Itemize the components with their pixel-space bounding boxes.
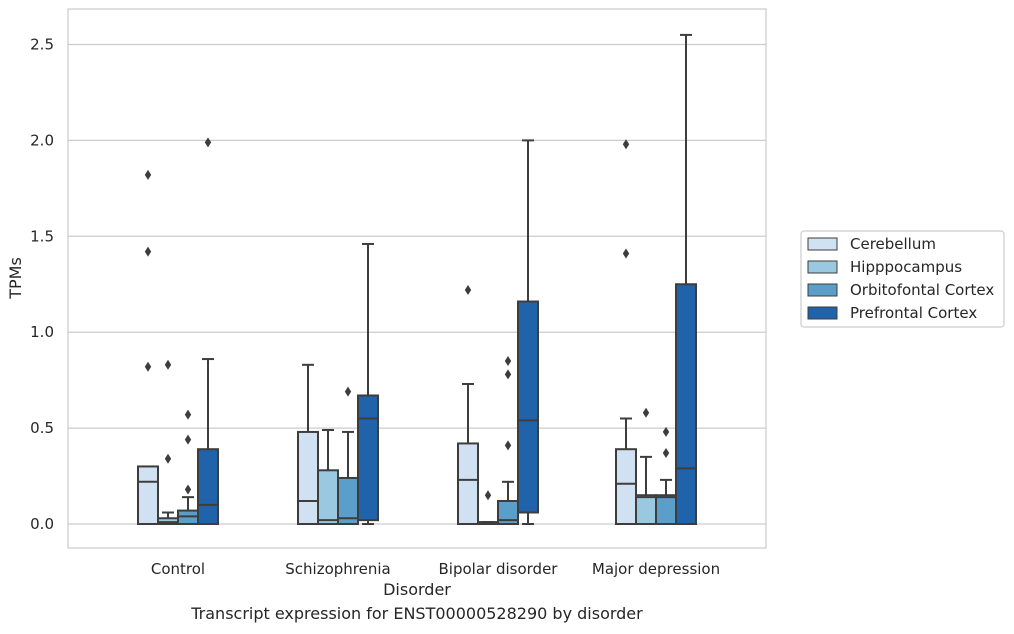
x-tick-label: Major depression — [592, 560, 720, 578]
box-cerebellum — [457, 285, 479, 525]
outlier-point — [184, 409, 192, 420]
legend-label: Cerebellum — [850, 235, 936, 253]
boxes — [137, 33, 697, 526]
outlier-point — [144, 169, 152, 180]
outlier-point — [164, 359, 172, 370]
legend-swatch — [807, 237, 838, 251]
outlier-point — [662, 426, 670, 437]
box-iqr — [317, 469, 339, 525]
legend-swatch — [807, 260, 838, 274]
y-tick-label: 0.5 — [30, 419, 54, 437]
outlier-point — [184, 484, 192, 495]
box-iqr — [357, 394, 379, 522]
outlier-point — [504, 440, 512, 451]
x-tick-label: Schizophrenia — [285, 560, 390, 578]
outlier-point — [622, 139, 630, 150]
box-prefrontal-cortex — [197, 137, 219, 525]
legend-label: Orbitofontal Cortex — [850, 281, 994, 299]
legend-label: Hipppocampus — [850, 258, 962, 276]
legend-frame — [800, 230, 1005, 328]
box-iqr — [675, 283, 697, 525]
legend: Cerebellum Hipppocampus Orbitofontal Corte… — [800, 230, 1005, 328]
outlier-point — [184, 434, 192, 445]
outlier-point — [344, 386, 352, 397]
box-orbitofontal-cortex — [497, 355, 519, 526]
box-iqr — [615, 448, 637, 525]
y-tick-label: 2.0 — [30, 131, 54, 149]
box-iqr — [457, 442, 479, 525]
box-cerebellum — [297, 363, 319, 526]
outlier-point — [144, 246, 152, 257]
outlier-point — [504, 369, 512, 380]
box-hipppocampus — [317, 429, 339, 525]
outlier-point — [144, 361, 152, 372]
outlier-point — [642, 407, 650, 418]
box-orbitofontal-cortex — [337, 386, 359, 525]
legend-swatch — [807, 283, 838, 297]
outlier-point — [204, 137, 212, 148]
outlier-point — [504, 355, 512, 366]
y-tick-label: 1.0 — [30, 323, 54, 341]
x-tick-label: Control — [151, 560, 205, 578]
grid-lines — [68, 43, 766, 525]
box-cerebellum — [615, 139, 637, 525]
box-prefrontal-cortex — [357, 242, 379, 525]
figure-caption: Transcript expression for ENST0000052829… — [191, 604, 643, 623]
outlier-point — [484, 490, 492, 501]
box-iqr — [297, 430, 319, 526]
outlier-point — [464, 285, 472, 296]
box-iqr — [197, 448, 219, 525]
x-tick-labels: Control Schizophrenia Bipolar disorder Majo… — [151, 560, 720, 578]
outlier-point — [164, 453, 172, 464]
y-tick-label: 2.5 — [30, 36, 54, 54]
box-hipppocampus — [157, 359, 179, 525]
outlier-point — [662, 448, 670, 459]
y-tick-labels: 0.0 0.5 1.0 1.5 2.0 2.5 — [30, 36, 54, 534]
box-iqr — [517, 300, 539, 514]
box-iqr — [137, 465, 159, 525]
legend-label: Prefrontal Cortex — [850, 304, 977, 322]
box-prefrontal-cortex — [517, 139, 539, 525]
box-hipppocampus — [635, 407, 657, 526]
box-hipppocampus — [477, 490, 499, 525]
legend-swatch — [807, 306, 838, 320]
x-tick-label: Bipolar disorder — [439, 560, 559, 578]
box-orbitofontal-cortex — [177, 409, 199, 526]
plot-frame — [67, 8, 767, 549]
box-cerebellum — [137, 169, 159, 525]
x-axis-label: Disorder — [383, 580, 451, 599]
box-iqr — [635, 494, 657, 526]
y-tick-label: 1.5 — [30, 227, 54, 245]
outlier-point — [622, 248, 630, 259]
box-orbitofontal-cortex — [655, 426, 677, 526]
y-axis-label: TPMs — [6, 257, 25, 300]
box-iqr — [337, 476, 359, 525]
box-iqr — [655, 494, 677, 526]
y-tick-label: 0.0 — [30, 515, 54, 533]
box-prefrontal-cortex — [675, 33, 697, 525]
